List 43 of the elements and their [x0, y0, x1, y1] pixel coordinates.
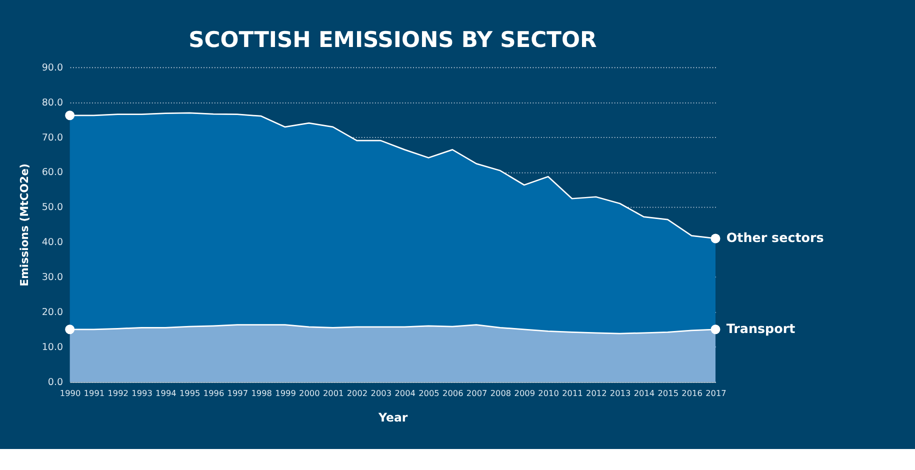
y-tick-label: 20.0	[42, 307, 64, 318]
x-tick-label: 1995	[179, 388, 200, 398]
x-tick-label: 2014	[634, 388, 655, 398]
y-tick-label: 10.0	[42, 342, 64, 354]
y-tick-label: 70.0	[42, 132, 64, 144]
x-tick-label: 2010	[538, 388, 559, 398]
x-tick-label: 2006	[442, 388, 464, 398]
x-tick-label: 2017	[706, 388, 726, 398]
x-tick-label: 2015	[658, 388, 679, 398]
y-tick-label: 30.0	[42, 272, 64, 284]
y-tick-label: 40.0	[42, 237, 64, 248]
x-tick-label: 2000	[299, 388, 320, 398]
x-tick-label: 1999	[275, 388, 296, 398]
x-axis-title: Year	[378, 410, 408, 424]
x-tick-label: 2016	[682, 388, 702, 398]
y-tick-label: 80.0	[42, 97, 64, 108]
chart-title: SCOTTISH EMISSIONS BY SECTOR	[188, 28, 597, 54]
x-tick-label: 2002	[346, 388, 368, 398]
y-tick-label: 60.0	[42, 167, 64, 178]
x-tick-label: 2012	[586, 388, 607, 398]
x-tick-label: 1993	[132, 388, 152, 398]
series-label: Other sectors	[726, 230, 824, 246]
x-tick-label: 1990	[60, 388, 81, 398]
x-tick-label: 1994	[156, 388, 176, 398]
x-tick-label: 1992	[108, 388, 128, 398]
x-tick-label: 2008	[490, 388, 512, 398]
x-tick-label: 2009	[514, 388, 536, 398]
x-tick-label: 1998	[251, 388, 272, 398]
series-label: Transport	[726, 321, 796, 336]
x-tick-label: 1996	[203, 388, 224, 398]
x-tick-label: 2005	[418, 388, 440, 398]
x-tick-label: 2013	[610, 388, 631, 398]
x-tick-label: 2001	[322, 388, 344, 398]
y-tick-label: 0.0	[48, 377, 64, 388]
y-tick-label: 90.0	[42, 62, 64, 74]
x-tick-label: 2007	[466, 388, 488, 398]
y-tick-label: 50.0	[42, 202, 64, 214]
x-tick-label: 2004	[394, 388, 416, 398]
x-tick-label: 1997	[227, 388, 248, 398]
y-axis-title: Emissions (MtCO2e)	[18, 164, 32, 286]
x-tick-label: 2011	[562, 388, 583, 398]
x-tick-label: 1991	[84, 388, 105, 398]
x-tick-label: 2003	[370, 388, 392, 398]
